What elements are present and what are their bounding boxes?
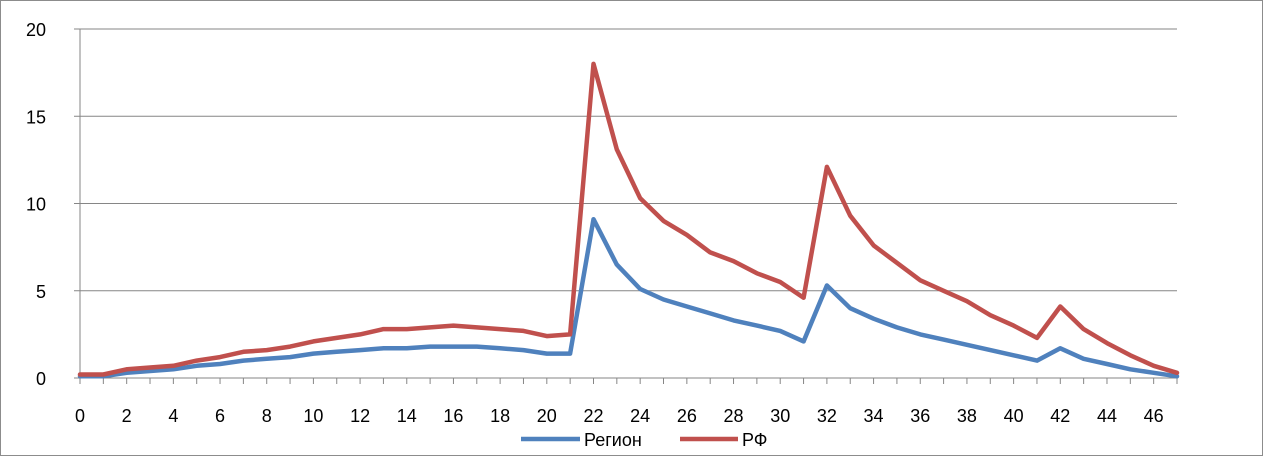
axes: [74, 28, 1178, 384]
y-tick-label: 10: [26, 195, 46, 215]
y-axis-tick-labels: 0 5 10 15 20: [26, 20, 46, 389]
x-tick-label: 38: [957, 406, 977, 426]
x-tick-label: 32: [817, 406, 837, 426]
x-tick-label: 8: [262, 406, 272, 426]
x-tick-label: 0: [75, 406, 85, 426]
y-tick-label: 15: [26, 107, 46, 127]
x-tick-label: 42: [1050, 406, 1070, 426]
legend: Регион РФ: [521, 430, 768, 450]
series-line-0: [77, 216, 1180, 379]
x-tick-label: 26: [677, 406, 697, 426]
series-line-1: [77, 61, 1180, 377]
x-tick-label: 14: [397, 406, 417, 426]
x-axis-tick-labels: 0 2 4 6 8 10 12 14 16 18 20 22 24 26 28 30 32 34 36 38 40 42 4…: [75, 406, 1164, 426]
gridlines: [80, 28, 1177, 292]
x-tick-label: 46: [1144, 406, 1164, 426]
x-tick-label: 4: [168, 406, 178, 426]
x-tick-label: 10: [303, 406, 323, 426]
x-tick-label: 20: [537, 406, 557, 426]
x-tick-label: 40: [1004, 406, 1024, 426]
x-tick-label: 6: [215, 406, 225, 426]
x-tick-label: 28: [724, 406, 744, 426]
x-tick-label: 30: [770, 406, 790, 426]
legend-item: Регион: [521, 430, 642, 450]
x-tick-label: 24: [630, 406, 650, 426]
legend-label: РФ: [742, 430, 768, 450]
x-tick-label: 12: [350, 406, 370, 426]
y-tick-label: 5: [36, 282, 46, 302]
x-tick-label: 44: [1097, 406, 1117, 426]
x-tick-label: 22: [583, 406, 603, 426]
x-tick-label: 34: [864, 406, 884, 426]
y-tick-label: 0: [36, 369, 46, 389]
y-tick-label: 20: [26, 20, 46, 40]
legend-label: Регион: [584, 430, 642, 450]
x-tick-label: 18: [490, 406, 510, 426]
x-tick-label: 16: [443, 406, 463, 426]
series-lines: [77, 61, 1180, 379]
x-tick-label: 36: [910, 406, 930, 426]
x-tick-label: 2: [122, 406, 132, 426]
legend-item: РФ: [680, 430, 768, 450]
